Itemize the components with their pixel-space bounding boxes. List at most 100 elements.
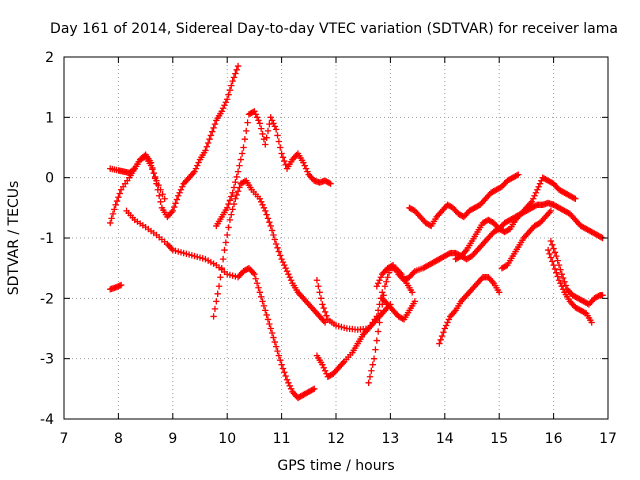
data-point	[266, 218, 273, 226]
data-point	[513, 172, 521, 179]
data-point	[373, 283, 380, 290]
data-point	[177, 186, 185, 193]
data-point	[234, 62, 242, 70]
data-point	[161, 195, 168, 202]
data-point	[279, 258, 287, 266]
data-point	[116, 190, 123, 197]
data-point	[117, 281, 125, 289]
data-point	[263, 311, 270, 319]
series-arc12	[406, 171, 522, 230]
data-point	[272, 126, 280, 133]
chart-title: Day 161 of 2014, Sidereal Day-to-day VTE…	[50, 21, 618, 37]
data-point	[377, 274, 385, 281]
data-point	[157, 198, 164, 205]
series-arc4	[123, 207, 318, 402]
data-point	[267, 222, 274, 230]
data-point	[210, 313, 217, 320]
data-point	[211, 120, 219, 128]
series-arc16	[547, 237, 606, 308]
data-point	[562, 282, 570, 289]
data-point	[255, 117, 262, 124]
data-point	[599, 292, 606, 299]
data-point	[221, 246, 228, 254]
data-point	[252, 275, 259, 282]
data-point	[192, 165, 200, 172]
data-point	[536, 180, 544, 187]
data-point	[301, 162, 308, 169]
series-arc17	[544, 246, 595, 326]
data-point	[277, 252, 284, 259]
x-tick-label: 10	[218, 431, 236, 447]
series-arc8	[313, 277, 386, 333]
data-point	[266, 320, 273, 328]
data-point	[531, 192, 538, 199]
y-axis-label: SDTVAR / TECUs	[6, 181, 22, 296]
data-point	[262, 141, 269, 148]
data-point	[315, 283, 322, 290]
data-point	[209, 128, 216, 135]
data-point	[238, 150, 246, 157]
data-point	[217, 274, 224, 281]
data-point	[222, 239, 230, 246]
data-point	[558, 271, 565, 278]
grid	[64, 57, 608, 419]
data-point	[554, 273, 561, 280]
data-point	[225, 91, 232, 98]
data-point	[282, 264, 289, 272]
data-point	[598, 234, 605, 241]
data-point	[233, 191, 240, 199]
x-tick-label: 9	[168, 431, 177, 447]
data-point	[215, 283, 223, 290]
data-points	[107, 62, 606, 402]
data-point	[553, 269, 560, 276]
x-tick-label: 16	[545, 431, 563, 447]
data-point	[559, 274, 567, 282]
x-tick-label: 14	[436, 431, 454, 447]
data-point	[175, 192, 182, 199]
y-tick-label: -4	[40, 412, 54, 428]
data-point	[268, 329, 276, 337]
series-arc2	[107, 153, 168, 227]
data-point	[262, 207, 269, 215]
data-point	[109, 210, 117, 218]
data-point	[236, 184, 243, 191]
data-point	[368, 367, 375, 374]
data-point	[411, 298, 419, 305]
data-point	[281, 157, 288, 165]
data-point	[286, 382, 293, 390]
data-point	[259, 201, 266, 209]
data-point	[441, 325, 448, 332]
data-point	[228, 211, 235, 218]
y-tick-label: 0	[45, 171, 54, 187]
data-point	[376, 277, 383, 284]
data-point	[437, 336, 444, 344]
data-point	[229, 77, 236, 85]
data-point	[370, 355, 378, 362]
data-point	[259, 130, 266, 138]
data-point	[557, 266, 564, 273]
x-tick-label: 8	[114, 431, 123, 447]
data-point	[327, 180, 334, 187]
data-point	[287, 277, 295, 284]
data-point	[232, 195, 239, 202]
data-point	[266, 120, 273, 128]
data-point	[544, 246, 552, 254]
data-point	[219, 255, 227, 263]
data-point	[264, 127, 272, 135]
data-point	[283, 376, 291, 383]
data-point	[283, 267, 291, 275]
series-arc7	[313, 301, 394, 380]
data-point	[561, 278, 568, 285]
data-point	[232, 70, 239, 77]
data-point	[553, 252, 560, 260]
data-point	[279, 154, 287, 161]
y-tick-label: -3	[40, 352, 54, 368]
data-point	[258, 198, 265, 205]
data-point	[112, 201, 119, 209]
data-point	[271, 123, 278, 130]
data-point	[252, 111, 259, 118]
data-point	[274, 132, 281, 139]
data-point	[157, 186, 164, 193]
data-point	[226, 86, 234, 94]
